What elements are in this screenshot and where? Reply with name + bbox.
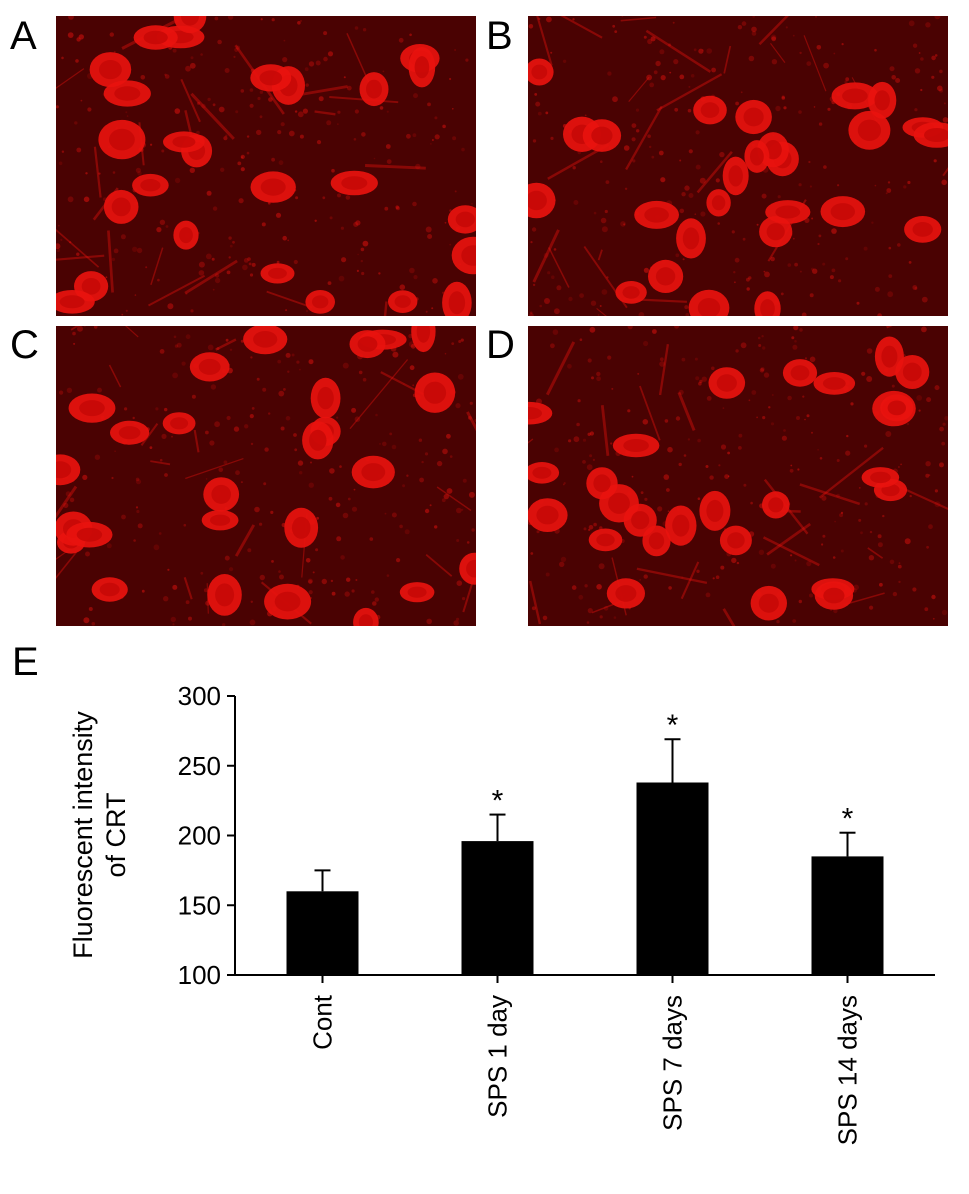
panel-letter-d: D: [486, 323, 515, 367]
panel-letter-c: C: [10, 323, 39, 367]
y-axis-label: Fluorescent intensity of CRT: [68, 711, 131, 959]
significance-marker: *: [842, 803, 854, 836]
significance-marker: *: [667, 709, 679, 742]
microscopy-panel-d: [528, 326, 948, 626]
x-category-label: SPS 1 day: [483, 995, 513, 1118]
y-tick-label: 150: [178, 890, 221, 920]
bar-chart: Fluorescent intensity of CRT 100 150 200 25…: [68, 681, 935, 1145]
microscopy-image-c: [56, 326, 476, 626]
y-tick-label: 100: [178, 960, 221, 990]
bar: [636, 782, 709, 975]
y-tick-label: 300: [178, 681, 221, 711]
y-axis-label-line-2: of CRT: [101, 792, 131, 877]
x-category-label: Cont: [308, 994, 338, 1050]
x-category-label: SPS 7 days: [658, 995, 688, 1131]
y-axis-label-line-1: Fluorescent intensity: [68, 711, 98, 959]
microscopy-panel-a: [56, 16, 476, 316]
x-category-label: SPS 14 days: [833, 995, 863, 1145]
bar: [286, 891, 359, 975]
microscopy-image-d: [528, 326, 948, 626]
y-tick-label: 250: [178, 751, 221, 781]
significance-marker: *: [492, 785, 504, 818]
bar: [811, 856, 884, 975]
microscopy-image-b: [528, 16, 948, 316]
microscopy-panel-c: [56, 326, 476, 626]
microscopy-image-a: [56, 16, 476, 316]
bar: [461, 841, 534, 975]
y-tick-label: 200: [178, 821, 221, 851]
panel-letter-a: A: [10, 14, 37, 58]
panel-letter-e: E: [12, 640, 39, 684]
microscopy-panel-b: [528, 16, 948, 316]
panel-letter-b: B: [486, 14, 513, 58]
